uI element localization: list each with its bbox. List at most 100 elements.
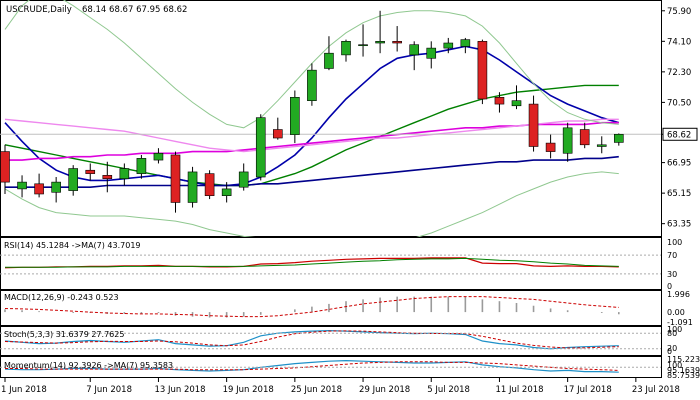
candle-body [426, 47, 437, 59]
candle-body [494, 96, 505, 105]
price-y-axis: 75.90 74.10 72.30 70.50 68.62 66.95 65.15 63.35 [661, 7, 698, 230]
candle-body [238, 171, 249, 188]
x-axis: 1 Jun 2018 7 Jun 2018 13 Jun 2018 19 Jun 20… [1, 378, 680, 395]
sub-tick-label: 1.996 [667, 290, 690, 299]
rsi-y-axis: 100 70 30 0 [667, 238, 682, 291]
macd-y-axis: 1.996 0.00-1.091 [667, 290, 693, 327]
sub-tick-label: 100 [667, 325, 682, 334]
candle-body [0, 151, 10, 183]
candle-body [221, 188, 232, 196]
macd-label: MACD(12,26,9) -0.243 0.523 [4, 293, 119, 302]
macd-histogram [4, 296, 620, 318]
candle-body [307, 69, 317, 101]
x-tick-label: 19 Jun 2018 [223, 385, 274, 395]
candle-body [51, 181, 61, 193]
sub-tick-label: 20 [667, 344, 677, 353]
y-tick-label: 75.90 [667, 7, 691, 17]
sub-tick-label: 0 [667, 347, 672, 356]
candle-body [255, 117, 266, 178]
rsi-label: RSI(14) 45.1284 ->MA(7) 43.7019 [4, 241, 141, 250]
x-tick-label: 5 Jul 2018 [427, 385, 470, 395]
x-tick-label: 17 Jul 2018 [564, 385, 612, 395]
sub-tick-label: 100 [667, 238, 682, 247]
x-tick-label: 13 Jun 2018 [154, 385, 205, 395]
candle-body [187, 171, 198, 203]
candle-body [358, 44, 368, 47]
y-tick-label: 66.95 [667, 159, 691, 169]
candle-body [204, 173, 215, 196]
sub-tick-label: 30 [667, 270, 677, 279]
candle-body [511, 100, 522, 107]
sub-tick-label: 100 [667, 361, 682, 370]
price-panel-frame [0, 0, 662, 237]
stoch-label: Stoch(5,3,3) 31.6379 27.7625 [4, 330, 124, 339]
candle-body [596, 144, 607, 147]
candle-body [324, 52, 334, 69]
candle-body [119, 168, 130, 180]
sub-tick-label: 115.2230 [667, 355, 700, 364]
sub-tick-label: 85.7539 [667, 371, 700, 380]
candle-body [460, 39, 471, 47]
sub-tick-label: 95.1639 [667, 366, 700, 375]
candle-body [392, 41, 402, 44]
rsi-panel: RSI(14) 45.1284 ->MA(7) 43.7019 100 70 30 0 [0, 237, 682, 291]
rsi-lines [0, 254, 661, 275]
x-tick-label: 23 Jul 2018 [632, 385, 680, 395]
candles [0, 10, 624, 213]
macd-signal-line [4, 296, 619, 318]
candle-body [409, 44, 420, 56]
candle-body [85, 169, 96, 174]
stoch-d-line [4, 330, 619, 349]
sub-tick-label: 0.00 [667, 308, 685, 317]
candle-body [562, 127, 573, 154]
rsi-ma-line [5, 257, 619, 268]
momentum-lines [0, 359, 661, 373]
candle-body [341, 41, 351, 56]
sub-tick-label: 0 [667, 282, 672, 291]
momentum-panel: Momentum(14) 92.3926 ->MA(7) 95.3583 115… [0, 355, 700, 380]
momentum-label: Momentum(14) 92.3926 ->MA(7) 95.3583 [4, 361, 173, 370]
candle-body [375, 41, 385, 44]
y-tick-label: 70.50 [667, 98, 691, 108]
candle-body [579, 129, 590, 146]
stoch-lines [0, 329, 661, 350]
candle-body [613, 133, 624, 143]
candle-body [17, 181, 27, 190]
symbol-header: USCRUDE,Daily [6, 5, 72, 15]
x-tick-label: 11 Jul 2018 [495, 385, 543, 395]
x-tick-label: 1 Jun 2018 [1, 385, 47, 395]
price-panel: USCRUDE,Daily 68.14 68.67 67.95 68.62 75… [0, 0, 698, 249]
candle-body [477, 41, 488, 100]
candle-body [443, 42, 454, 49]
ohlc-header: 68.14 68.67 67.95 68.62 [82, 5, 187, 15]
macd-panel: MACD(12,26,9) -0.243 0.523 1.996 0.00-1.0… [0, 290, 693, 327]
candle-body [68, 168, 78, 191]
current-price-label: 68.62 [667, 130, 691, 140]
momentum-ma-line [5, 361, 619, 371]
overlay-line-4 [4, 118, 619, 153]
sub-tick-label: -1.091 [667, 318, 693, 327]
sub-tick-label: 80 [667, 329, 677, 338]
candle-body [290, 96, 300, 135]
candle-body [545, 142, 556, 152]
candle-body [272, 129, 283, 139]
y-tick-label: 63.35 [667, 220, 691, 230]
sub-tick-label: 70 [667, 251, 677, 260]
current-price-box [662, 127, 698, 141]
candle-body [170, 154, 181, 203]
y-tick-label: 65.15 [667, 189, 691, 199]
candle-body [102, 175, 113, 180]
candle-body [153, 152, 164, 161]
x-tick-label: 25 Jun 2018 [291, 385, 342, 395]
y-tick-label: 72.30 [667, 68, 691, 78]
x-tick-label: 29 Jun 2018 [359, 385, 410, 395]
x-tick-label: 7 Jun 2018 [86, 385, 132, 395]
y-tick-label: 74.10 [667, 37, 691, 47]
candle-body [136, 158, 147, 174]
candle-body [34, 183, 44, 195]
candle-body [528, 103, 539, 147]
